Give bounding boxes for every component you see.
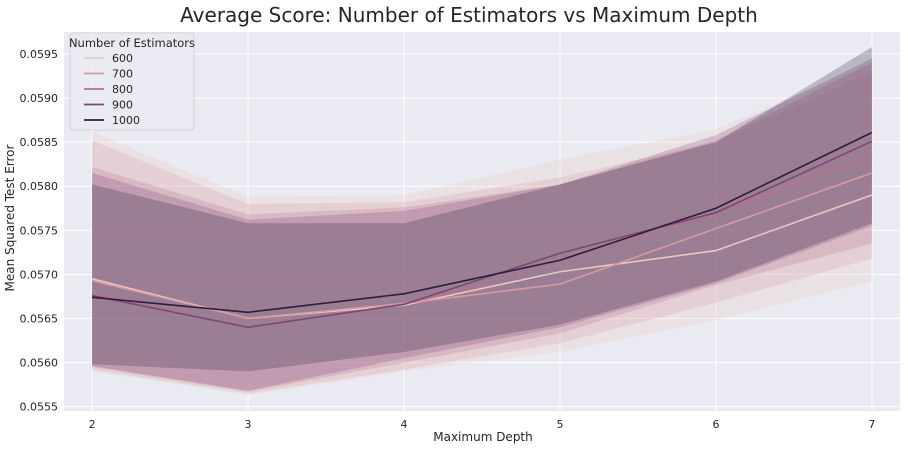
legend-label-800: 800 bbox=[112, 83, 133, 96]
y-tick-label: 0.0560 bbox=[20, 357, 59, 370]
confidence-band-700 bbox=[92, 71, 872, 394]
legend-label-900: 900 bbox=[112, 99, 133, 112]
legend-label-700: 700 bbox=[112, 68, 133, 81]
y-tick-label: 0.0595 bbox=[20, 48, 59, 61]
y-axis-ticks: 0.0555 0.0560 0.0565 0.0570 0.0575 0.0580 0.05… bbox=[20, 48, 59, 414]
y-tick-label: 0.0585 bbox=[20, 136, 59, 149]
y-tick-label: 0.0575 bbox=[20, 224, 59, 237]
confidence-band-1000 bbox=[92, 46, 872, 372]
chart-title: Average Score: Number of Estimators vs M… bbox=[180, 3, 758, 27]
x-tick-label: 4 bbox=[401, 418, 408, 431]
y-tick-label: 0.0570 bbox=[20, 268, 59, 281]
y-axis-label: Mean Squared Test Error bbox=[3, 144, 17, 291]
plot-area bbox=[64, 32, 900, 411]
legend: Number of Estimators 600 700 800 900 1000 bbox=[69, 32, 195, 131]
x-tick-label: 3 bbox=[245, 418, 252, 431]
series-line-700 bbox=[91, 172, 873, 320]
legend-label-1000: 1000 bbox=[112, 114, 140, 127]
confidence-band-800 bbox=[92, 62, 872, 392]
y-tick-label: 0.0555 bbox=[20, 401, 59, 414]
confidence-band-600 bbox=[92, 62, 872, 396]
series-lines bbox=[91, 131, 873, 329]
x-axis-ticks: 2 3 4 5 6 7 bbox=[89, 418, 876, 431]
legend-title: Number of Estimators bbox=[69, 36, 195, 50]
legend-items: 600 700 800 900 1000 bbox=[84, 52, 140, 127]
x-tick-label: 2 bbox=[89, 418, 96, 431]
y-tick-label: 0.0580 bbox=[20, 180, 59, 193]
y-tick-label: 0.0590 bbox=[20, 92, 59, 105]
x-tick-label: 5 bbox=[556, 418, 563, 431]
x-tick-label: 6 bbox=[712, 418, 719, 431]
y-tick-label: 0.0565 bbox=[20, 312, 59, 325]
x-axis-label: Maximum Depth bbox=[433, 430, 533, 444]
series-line-1000 bbox=[91, 131, 873, 314]
x-tick-label: 7 bbox=[868, 418, 875, 431]
series-line-900 bbox=[91, 140, 873, 329]
legend-label-600: 600 bbox=[112, 52, 133, 65]
